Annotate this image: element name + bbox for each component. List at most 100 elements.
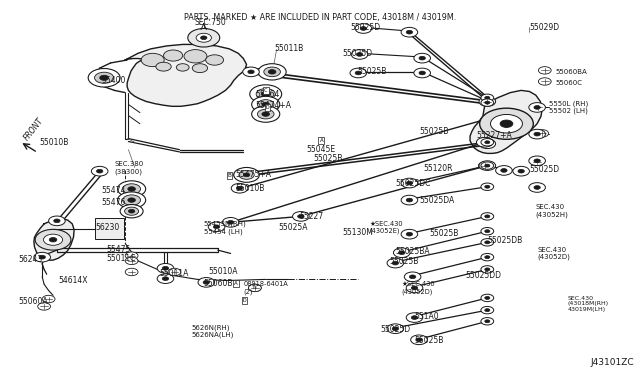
Text: 55025DC: 55025DC [396, 179, 431, 187]
Circle shape [35, 230, 71, 250]
Circle shape [164, 50, 182, 61]
Text: 55475: 55475 [106, 245, 131, 254]
Text: 55025D: 55025D [342, 49, 372, 58]
Text: PARTS, MARKED ★ ARE INCLUDED IN PART CODE, 43018M / 43019M.: PARTS, MARKED ★ ARE INCLUDED IN PART COD… [184, 13, 456, 22]
Circle shape [168, 268, 180, 276]
Circle shape [355, 24, 372, 33]
Circle shape [479, 108, 533, 139]
Text: 55025B: 55025B [314, 154, 343, 163]
Circle shape [123, 195, 141, 205]
Circle shape [184, 49, 207, 63]
Circle shape [484, 296, 490, 299]
Text: 55025D: 55025D [529, 165, 559, 174]
Circle shape [129, 209, 135, 213]
Circle shape [42, 295, 55, 303]
Circle shape [252, 96, 280, 113]
Text: ★SEC.430
(43052E): ★SEC.430 (43052E) [370, 221, 403, 234]
Circle shape [258, 64, 286, 80]
Circle shape [49, 216, 65, 226]
Circle shape [392, 261, 399, 265]
Circle shape [157, 263, 173, 273]
Circle shape [481, 318, 493, 325]
Text: 55025B: 55025B [415, 336, 444, 346]
Circle shape [419, 71, 426, 75]
Circle shape [128, 198, 136, 202]
Circle shape [529, 156, 545, 166]
Circle shape [484, 320, 490, 323]
Text: 55029D: 55029D [529, 23, 559, 32]
Circle shape [236, 186, 243, 190]
Circle shape [532, 104, 545, 111]
Circle shape [128, 187, 136, 191]
Circle shape [239, 170, 254, 179]
Circle shape [490, 115, 522, 133]
Circle shape [476, 137, 493, 147]
Circle shape [38, 303, 51, 310]
Circle shape [392, 327, 399, 331]
Circle shape [484, 101, 490, 104]
Circle shape [252, 106, 280, 122]
Circle shape [125, 257, 138, 264]
Circle shape [44, 234, 63, 245]
Circle shape [401, 178, 418, 188]
Circle shape [125, 268, 138, 276]
Circle shape [481, 94, 493, 102]
Circle shape [484, 215, 490, 218]
Circle shape [360, 27, 367, 31]
Text: 55474+A: 55474+A [255, 101, 291, 110]
Text: 55025B: 55025B [357, 67, 387, 76]
Circle shape [125, 207, 139, 215]
Circle shape [125, 252, 138, 259]
Circle shape [298, 215, 304, 218]
Circle shape [34, 252, 51, 262]
Circle shape [188, 29, 220, 47]
Text: 54614X: 54614X [58, 276, 88, 285]
Circle shape [414, 53, 431, 63]
Circle shape [479, 97, 495, 106]
Circle shape [118, 192, 146, 208]
Text: D: D [266, 105, 269, 110]
Circle shape [404, 272, 421, 282]
Polygon shape [125, 44, 246, 106]
Circle shape [163, 266, 169, 270]
Circle shape [406, 283, 423, 293]
Circle shape [416, 338, 422, 341]
Circle shape [234, 170, 250, 180]
Circle shape [268, 70, 276, 74]
Circle shape [412, 286, 418, 290]
Circle shape [208, 222, 225, 232]
Circle shape [95, 72, 114, 83]
Text: 55010A: 55010A [208, 267, 237, 276]
Circle shape [200, 36, 207, 39]
Text: SEC.430
(43018M(RH)
43019M(LH): SEC.430 (43018M(RH) 43019M(LH) [568, 296, 609, 312]
Circle shape [414, 68, 431, 78]
Circle shape [243, 67, 259, 77]
Circle shape [481, 266, 493, 273]
Text: 55011C: 55011C [106, 254, 136, 263]
Circle shape [239, 173, 245, 177]
Circle shape [92, 166, 108, 176]
Circle shape [534, 106, 540, 109]
Circle shape [401, 230, 418, 239]
Text: 55474: 55474 [102, 186, 126, 195]
Circle shape [529, 129, 545, 139]
Circle shape [248, 284, 261, 292]
Circle shape [534, 132, 540, 136]
Text: 56230: 56230 [95, 223, 120, 232]
Text: J43101ZC: J43101ZC [591, 358, 634, 367]
Circle shape [479, 139, 495, 148]
Text: 55060A: 55060A [19, 297, 48, 306]
Circle shape [351, 49, 368, 59]
Circle shape [231, 183, 248, 193]
Text: 55453N(RH)
55454 (LH): 55453N(RH) 55454 (LH) [204, 221, 246, 234]
Circle shape [394, 248, 410, 257]
Circle shape [500, 169, 507, 172]
Circle shape [176, 64, 189, 71]
Circle shape [481, 238, 493, 246]
Circle shape [406, 198, 413, 202]
Circle shape [484, 164, 490, 167]
Text: SEC.380
(38300): SEC.380 (38300) [115, 161, 143, 175]
Text: D: D [243, 298, 246, 303]
Text: 55011B: 55011B [274, 44, 303, 53]
Text: 55227: 55227 [300, 212, 324, 221]
